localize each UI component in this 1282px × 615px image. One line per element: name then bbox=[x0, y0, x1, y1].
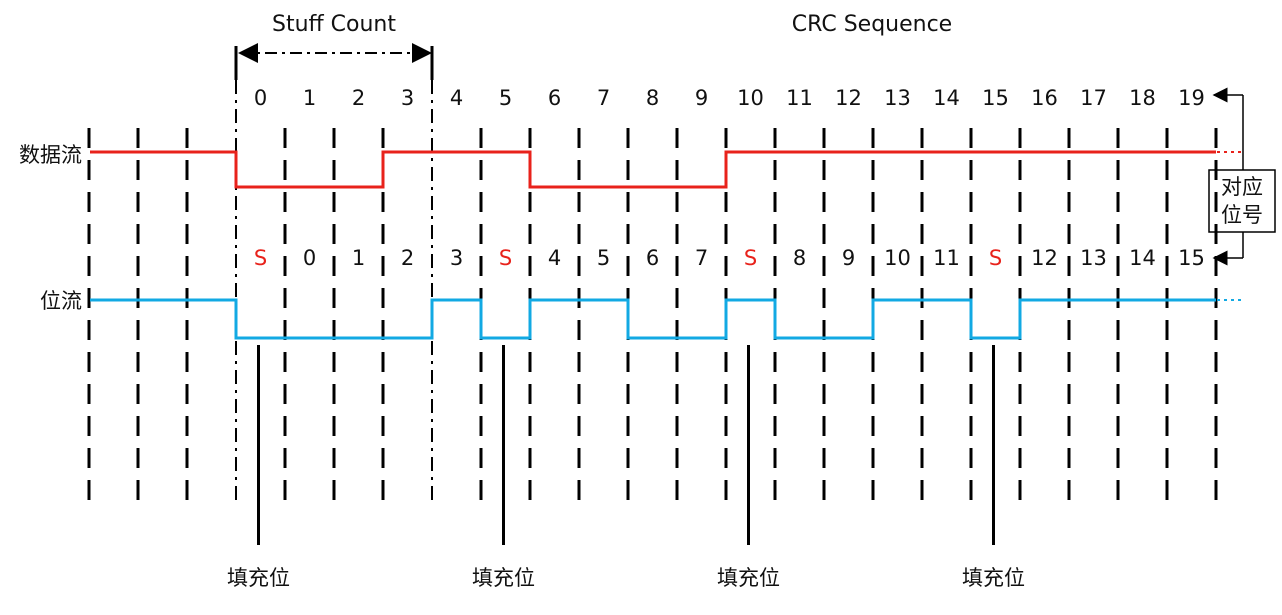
data-bit-number: 0 bbox=[254, 86, 267, 110]
data-bit-numbers: 0 1 2 3 4 5 6 7 8 9 10 11 12 13 14 15 16 17 18 19 bbox=[254, 86, 1205, 110]
stream-bit-number: 10 bbox=[884, 246, 911, 270]
data-bit-number: 2 bbox=[352, 86, 365, 110]
data-bit-number: 17 bbox=[1080, 86, 1107, 110]
stuff-bit-caption: 填充位 bbox=[962, 566, 1025, 590]
data-bit-number: 6 bbox=[548, 86, 561, 110]
data-bit-number: 8 bbox=[646, 86, 659, 110]
stuff-bit-label: S bbox=[989, 246, 1002, 270]
stuff-bit-caption: 填充位 bbox=[227, 566, 290, 590]
correspond-bracket: 对应 位号 bbox=[1208, 87, 1276, 266]
stream-bit-number: 11 bbox=[933, 246, 960, 270]
data-bit-number: 7 bbox=[597, 86, 610, 110]
stream-bit-number: 12 bbox=[1031, 246, 1058, 270]
data-bit-number: 4 bbox=[450, 86, 463, 110]
stream-bit-number: 9 bbox=[842, 246, 855, 270]
stuff-bit-label: S bbox=[254, 246, 267, 270]
data-bit-number: 19 bbox=[1178, 86, 1205, 110]
stream-bit-number: 4 bbox=[548, 246, 561, 270]
stuff-bit-markers: 填充位 填充位 填充位 填充位 bbox=[227, 345, 1025, 590]
data-bit-number: 10 bbox=[737, 86, 764, 110]
data-bit-number: 9 bbox=[695, 86, 708, 110]
data-bit-number: 5 bbox=[499, 86, 512, 110]
stream-bit-number: 13 bbox=[1080, 246, 1107, 270]
data-bit-number: 1 bbox=[303, 86, 316, 110]
stream-bit-number: 5 bbox=[597, 246, 610, 270]
stream-bit-number: 3 bbox=[450, 246, 463, 270]
stream-bit-number: 8 bbox=[793, 246, 806, 270]
data-bit-number: 14 bbox=[933, 86, 960, 110]
stream-bit-number: 14 bbox=[1129, 246, 1156, 270]
stream-bit-number: 1 bbox=[352, 246, 365, 270]
data-bit-number: 15 bbox=[982, 86, 1009, 110]
stream-bit-number: 15 bbox=[1178, 246, 1205, 270]
correspond-label-line1: 对应 bbox=[1221, 175, 1263, 199]
stream-bit-number: 6 bbox=[646, 246, 659, 270]
stuff-bit-caption: 填充位 bbox=[472, 566, 535, 590]
crc-sequence-title: CRC Sequence bbox=[792, 12, 952, 37]
stuff-bit-caption: 填充位 bbox=[717, 566, 780, 590]
data-stream-waveform bbox=[90, 150, 1216, 189]
stream-bit-number: 7 bbox=[695, 246, 708, 270]
data-bit-number: 18 bbox=[1129, 86, 1156, 110]
bit-stream-label: 位流 bbox=[40, 289, 82, 313]
stream-bit-number: 2 bbox=[401, 246, 414, 270]
grid-lines bbox=[87, 80, 1218, 500]
data-bit-number: 16 bbox=[1031, 86, 1058, 110]
data-bit-number: 12 bbox=[835, 86, 862, 110]
correspond-label-line2: 位号 bbox=[1221, 203, 1263, 227]
stream-bit-number: 0 bbox=[303, 246, 316, 270]
data-bit-number: 3 bbox=[401, 86, 414, 110]
stuff-bit-label: S bbox=[744, 246, 757, 270]
data-stream-label: 数据流 bbox=[19, 143, 82, 167]
stream-bit-numbers: S 0 1 2 3 S 4 5 6 7 S 8 9 10 11 S 12 13 14 15 bbox=[254, 246, 1205, 270]
stuff-bit-label: S bbox=[499, 246, 512, 270]
data-bit-number: 13 bbox=[884, 86, 911, 110]
correspond-box bbox=[1208, 169, 1276, 233]
bit-stream-waveform bbox=[90, 298, 1216, 340]
data-bit-number: 11 bbox=[786, 86, 813, 110]
stuff-count-bracket bbox=[234, 43, 434, 80]
stuff-count-title: Stuff Count bbox=[272, 12, 396, 37]
